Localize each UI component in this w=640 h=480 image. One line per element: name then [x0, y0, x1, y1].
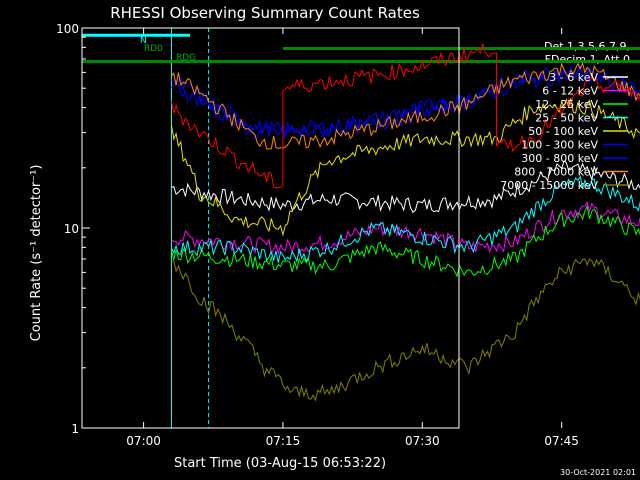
series-line-0	[171, 160, 640, 214]
timestamp-label: 30-Oct-2021 02:01	[560, 468, 636, 477]
x-tick-label-1: 07:15	[266, 434, 301, 448]
legend-label-4: 50 - 100 keV	[528, 125, 598, 138]
flag-label-0: N	[140, 36, 147, 46]
series-line-4	[171, 97, 640, 237]
legend-label-3: 25 - 50 keV	[535, 112, 598, 125]
x-tick-label-0: 07:00	[126, 434, 161, 448]
series-line-2	[171, 204, 640, 278]
legend-label-1: 6 - 12 keV	[542, 85, 598, 98]
x-axis-label: Start Time (03-Aug-15 06:53:22)	[174, 456, 386, 471]
legend-label-5: 100 - 300 keV	[521, 139, 598, 152]
axes: 07:0007:1507:3007:4508:0008:1508:3011010…	[56, 22, 579, 448]
y-tick-label-2: 100	[56, 22, 79, 36]
series-line-3	[171, 175, 640, 264]
legend-header-line2: FDecim 1, Att 0	[545, 53, 630, 66]
legend-label-0: 3 - 6 keV	[549, 71, 598, 84]
flag-label-2: RDG	[176, 53, 196, 63]
flag-label-1: RD0	[144, 44, 163, 54]
series-line-1	[171, 200, 640, 256]
y-tick-label-1: 10	[64, 222, 79, 236]
legend-label-6: 300 - 800 keV	[521, 152, 598, 165]
series-line-8	[171, 258, 640, 402]
y-tick-label-0: 1	[71, 422, 79, 436]
x-tick-label-3: 07:45	[544, 434, 579, 448]
legend-label-2: 12 - 25 keV	[535, 98, 598, 111]
series-line-9	[171, 43, 640, 189]
legend-header-line1: Det 1,3,5,6,7,9,	[544, 40, 630, 53]
plot-frame	[81, 27, 460, 429]
chart-title: RHESSI Observing Summary Count Rates	[110, 4, 420, 22]
instrument-markers	[170, 28, 210, 428]
series-line-7	[171, 61, 640, 150]
y-axis-label: Count Rate (s⁻¹ detector⁻¹)	[29, 165, 44, 342]
legend-label-7: 800 - 7000 keV	[514, 166, 598, 179]
series-line-6	[171, 68, 640, 140]
legend-label-8: 7000 - 15000 keV	[500, 179, 598, 192]
x-tick-label-2: 07:30	[405, 434, 440, 448]
series-lines	[171, 43, 640, 402]
